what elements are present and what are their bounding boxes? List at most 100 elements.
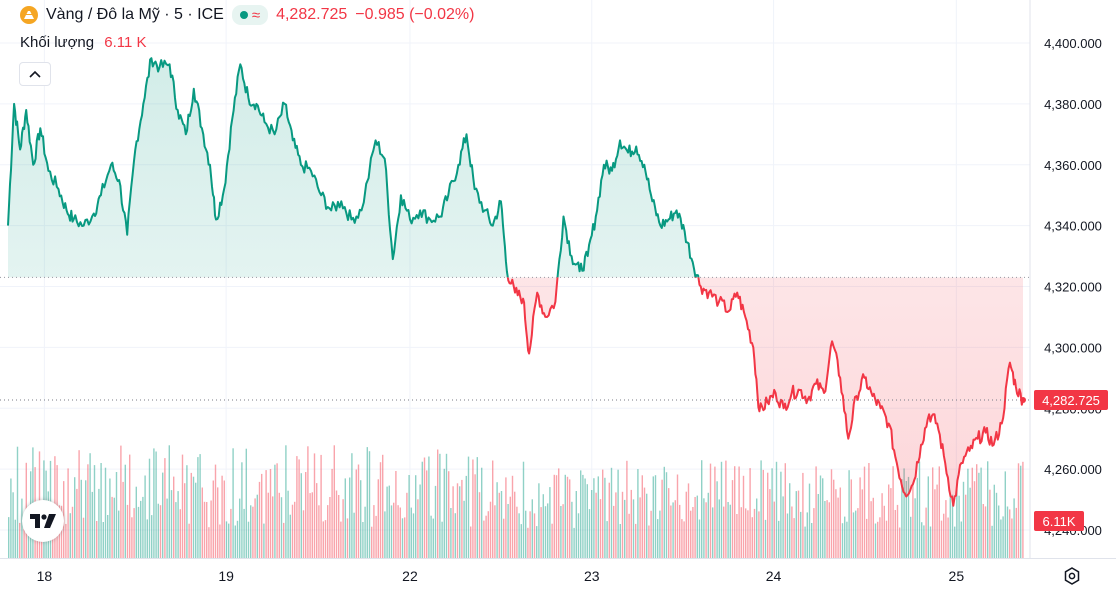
volume-bar <box>1009 509 1011 558</box>
volume-bar <box>773 501 775 558</box>
volume-bar <box>969 487 971 558</box>
volume-bar <box>960 521 962 558</box>
volume-bar <box>333 445 335 558</box>
volume-bar <box>672 502 674 558</box>
volume-bar <box>122 481 124 558</box>
volume-bar <box>698 519 701 558</box>
volume-bar <box>302 510 305 558</box>
volume-bar <box>373 505 375 558</box>
volume-bar <box>280 497 283 558</box>
volume-bar <box>199 454 201 558</box>
volume-bar <box>654 475 657 558</box>
volume-bar <box>659 510 661 558</box>
volume-bar <box>676 474 679 558</box>
settings-icon[interactable] <box>1062 566 1082 586</box>
volume-bar <box>96 521 98 558</box>
volume-bar <box>87 464 89 558</box>
volume-bar <box>522 461 525 558</box>
volume-bar <box>208 527 210 558</box>
volume-bar <box>740 507 742 558</box>
volume-bar <box>335 490 338 558</box>
volume-bar <box>881 493 883 558</box>
market-status-pill[interactable]: ≈ <box>231 5 269 25</box>
volume-bar <box>412 513 415 558</box>
volume-bar <box>863 466 866 558</box>
volume-bar <box>870 501 872 558</box>
volume-bar <box>729 504 731 558</box>
volume-bar <box>861 489 863 558</box>
volume-bar <box>69 513 71 558</box>
volume-bar <box>949 497 951 558</box>
volume-bar <box>465 475 467 558</box>
volume-bar <box>916 477 918 558</box>
volume-bar <box>879 517 881 558</box>
volume-bar <box>212 480 214 558</box>
volume-bar <box>544 506 547 558</box>
volume-bar <box>822 478 824 558</box>
volume-bar <box>630 489 632 558</box>
volume-bar <box>148 458 151 558</box>
volume-bar <box>707 492 709 558</box>
volume-bar <box>245 448 247 558</box>
volume-bar <box>1013 498 1015 558</box>
volume-bar <box>434 485 437 558</box>
volume-bar <box>283 522 285 558</box>
volume-bar <box>973 481 976 558</box>
volume-bar <box>241 462 243 558</box>
volume-bar <box>758 511 760 558</box>
volume-bar <box>102 522 104 558</box>
price-label: 4,282.725 <box>1042 393 1100 408</box>
volume-bar <box>276 463 278 558</box>
volume-bar <box>393 502 395 558</box>
volume-bar <box>683 521 685 558</box>
tradingview-logo[interactable] <box>22 500 64 542</box>
volume-bar <box>762 469 764 558</box>
volume-bar <box>263 523 265 558</box>
volume-bar <box>533 513 536 558</box>
volume-bar <box>474 474 476 558</box>
volume-bar <box>815 466 817 558</box>
volume-bar <box>113 497 115 558</box>
volume-bar <box>529 511 531 558</box>
volume-bar <box>835 489 837 558</box>
volume-bar <box>786 513 789 558</box>
volume-bar <box>228 523 230 558</box>
volume-bars <box>8 445 1024 558</box>
volume-bar <box>384 511 386 558</box>
volume-label[interactable]: Khối lượng <box>20 34 95 51</box>
volume-bar <box>690 510 692 558</box>
x-tick-label: 23 <box>584 568 600 584</box>
volume-bar <box>377 479 379 558</box>
volume-bar <box>503 518 505 558</box>
volume-bar <box>305 472 307 558</box>
volume-bar <box>452 486 454 558</box>
volume-bar <box>131 517 133 558</box>
volume-bar <box>738 466 740 558</box>
volume-bar <box>727 502 729 558</box>
volume-bar <box>80 479 82 558</box>
volume-bar <box>487 511 489 558</box>
time-axis[interactable]: 18 19 22 23 24 25 <box>37 568 965 584</box>
volume-bar <box>311 492 313 558</box>
volume-bar <box>467 456 470 558</box>
symbol-legend: Vàng / Đô la Mỹ · 5 · ICE ≈ 4,282.725 −0… <box>20 5 474 25</box>
volume-bar <box>714 466 716 558</box>
volume-bar <box>500 491 503 558</box>
volume-bar <box>353 512 355 558</box>
volume-bar <box>632 499 635 558</box>
volume-bar <box>971 467 973 558</box>
collapse-legend-button[interactable] <box>19 62 51 86</box>
volume-bar <box>340 521 342 558</box>
volume-bar <box>355 469 357 558</box>
price-axis[interactable]: 4,400.000 4,380.000 4,360.000 4,340.000 4,32… <box>1034 36 1108 538</box>
volume-bar <box>118 510 120 558</box>
volume-bar <box>459 486 461 558</box>
symbol-title[interactable]: Vàng / Đô la Mỹ · 5 · ICE <box>46 6 224 23</box>
volume-bar <box>850 479 852 558</box>
price-change: −0.985 (−0.02%) <box>355 6 475 23</box>
volume-bar <box>610 467 613 558</box>
volume-bar <box>571 501 573 558</box>
volume-bar <box>890 488 892 558</box>
volume-bar <box>272 496 274 558</box>
